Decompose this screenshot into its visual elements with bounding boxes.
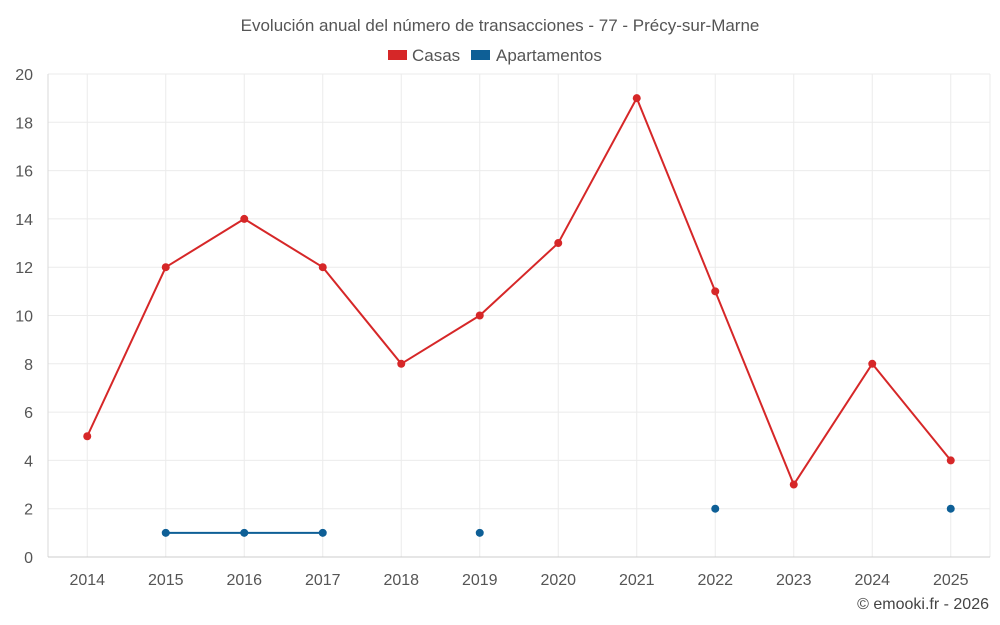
x-tick-label: 2022 bbox=[697, 572, 733, 589]
x-tick-label: 2018 bbox=[383, 572, 419, 589]
data-point-apartamentos[interactable] bbox=[475, 528, 484, 537]
y-tick-label: 14 bbox=[15, 212, 33, 229]
data-point-apartamentos[interactable] bbox=[711, 504, 720, 513]
legend: Casas Apartamentos bbox=[388, 46, 602, 65]
data-point-casas[interactable] bbox=[789, 480, 798, 489]
y-tick-label: 20 bbox=[15, 67, 33, 84]
data-point-casas[interactable] bbox=[711, 287, 720, 296]
data-point-casas[interactable] bbox=[240, 214, 249, 223]
y-tick-label: 4 bbox=[24, 453, 33, 470]
data-point-casas[interactable] bbox=[318, 263, 327, 272]
data-point-casas[interactable] bbox=[632, 94, 641, 103]
y-tick-label: 16 bbox=[15, 164, 33, 181]
y-tick-label: 0 bbox=[24, 550, 33, 567]
y-tick-label: 18 bbox=[15, 115, 33, 132]
y-tick-label: 12 bbox=[15, 260, 33, 277]
data-point-apartamentos[interactable] bbox=[318, 528, 327, 537]
data-point-casas[interactable] bbox=[83, 432, 92, 441]
y-axis: 0 2 4 6 8 10 12 14 16 18 20 bbox=[15, 67, 33, 567]
legend-swatch-apartamentos bbox=[471, 50, 490, 60]
data-point-casas[interactable] bbox=[554, 239, 563, 248]
x-tick-label: 2024 bbox=[854, 572, 890, 589]
x-tick-label: 2016 bbox=[226, 572, 262, 589]
x-tick-label: 2025 bbox=[933, 572, 969, 589]
series-line-casas bbox=[86, 97, 952, 486]
y-tick-label: 2 bbox=[24, 502, 33, 519]
legend-label-apartamentos: Apartamentos bbox=[496, 46, 602, 65]
data-point-casas[interactable] bbox=[946, 456, 955, 465]
legend-label-casas: Casas bbox=[412, 46, 460, 65]
data-point-casas[interactable] bbox=[397, 359, 406, 368]
data-point-casas[interactable] bbox=[868, 359, 877, 368]
data-point-apartamentos[interactable] bbox=[161, 528, 170, 537]
series-apartamentos bbox=[161, 504, 955, 537]
x-tick-label: 2023 bbox=[776, 572, 812, 589]
x-tick-label: 2021 bbox=[619, 572, 655, 589]
chart-title: Evolución anual del número de transaccio… bbox=[241, 16, 760, 35]
credit-text: © emooki.fr - 2026 bbox=[857, 596, 989, 613]
data-point-casas[interactable] bbox=[475, 311, 484, 320]
x-tick-label: 2017 bbox=[305, 572, 341, 589]
data-point-apartamentos[interactable] bbox=[240, 528, 249, 537]
y-tick-label: 6 bbox=[24, 405, 33, 422]
x-axis: 2014 2015 2016 2017 2018 2019 2020 2021 2022 2023… bbox=[69, 572, 968, 589]
y-tick-label: 10 bbox=[15, 309, 33, 326]
series-layer bbox=[83, 94, 955, 537]
x-tick-label: 2020 bbox=[540, 572, 576, 589]
gridlines bbox=[47, 73, 991, 558]
data-point-casas[interactable] bbox=[161, 263, 170, 272]
x-tick-label: 2014 bbox=[69, 572, 105, 589]
legend-swatch-casas bbox=[388, 50, 407, 60]
data-point-apartamentos[interactable] bbox=[946, 504, 955, 513]
x-tick-label: 2015 bbox=[148, 572, 184, 589]
y-tick-label: 8 bbox=[24, 357, 33, 374]
x-tick-label: 2019 bbox=[462, 572, 498, 589]
series-casas bbox=[83, 94, 955, 489]
